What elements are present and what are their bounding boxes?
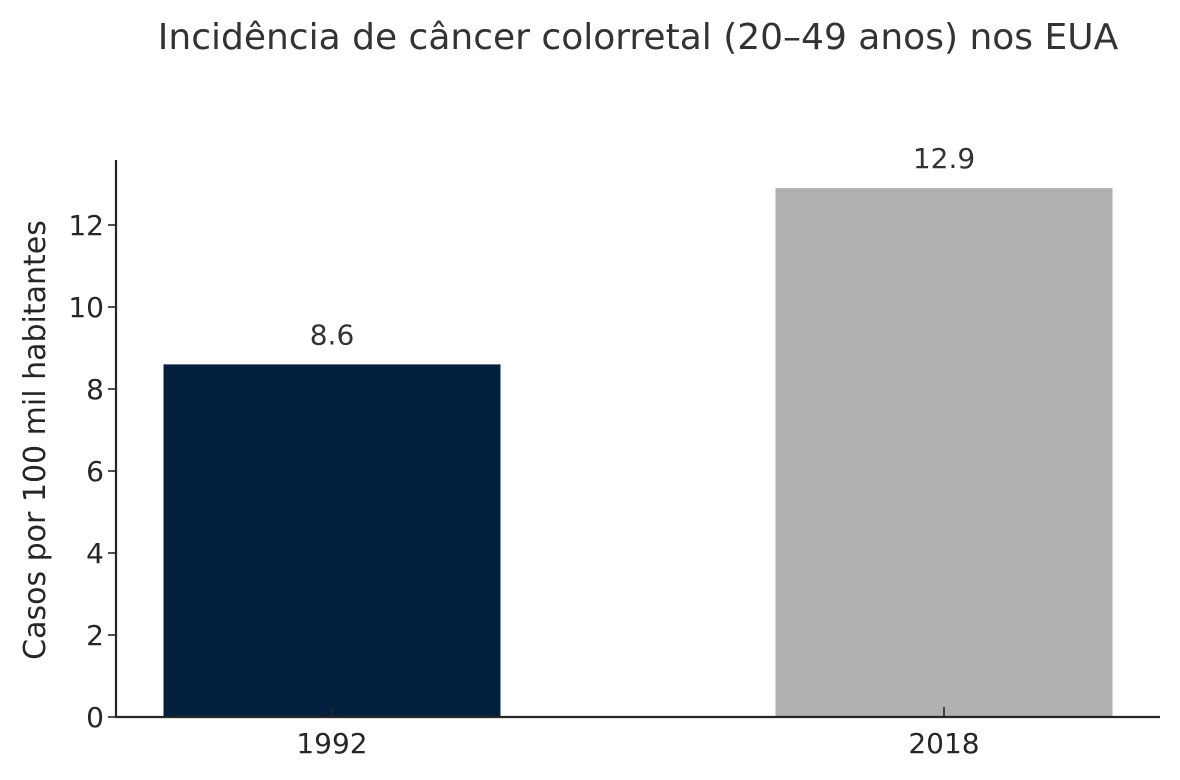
y-axis-label: Casos por 100 mil habitantes (18, 220, 53, 660)
y-tick-label: 10 (68, 291, 104, 324)
y-tick-label: 4 (86, 537, 104, 570)
data-label-1992: 8.6 (310, 318, 355, 351)
y-tick-label: 6 (86, 455, 104, 488)
bar-2018 (775, 188, 1113, 718)
y-tick-label: 2 (86, 619, 104, 652)
y-tick-label: 12 (68, 209, 104, 242)
plot-area: 0 2 4 6 8 10 12 8.6 1992 12.9 2018 (68, 142, 1113, 760)
y-tick-label: 8 (86, 373, 104, 406)
x-tick-label-2018: 2018 (908, 727, 979, 760)
y-tick-label: 0 (86, 701, 104, 734)
data-label-2018: 12.9 (913, 142, 975, 175)
bar-1992 (163, 364, 501, 717)
x-tick-label-1992: 1992 (296, 727, 367, 760)
chart-title: Incidência de câncer colorretal (20–49 a… (158, 17, 1119, 58)
